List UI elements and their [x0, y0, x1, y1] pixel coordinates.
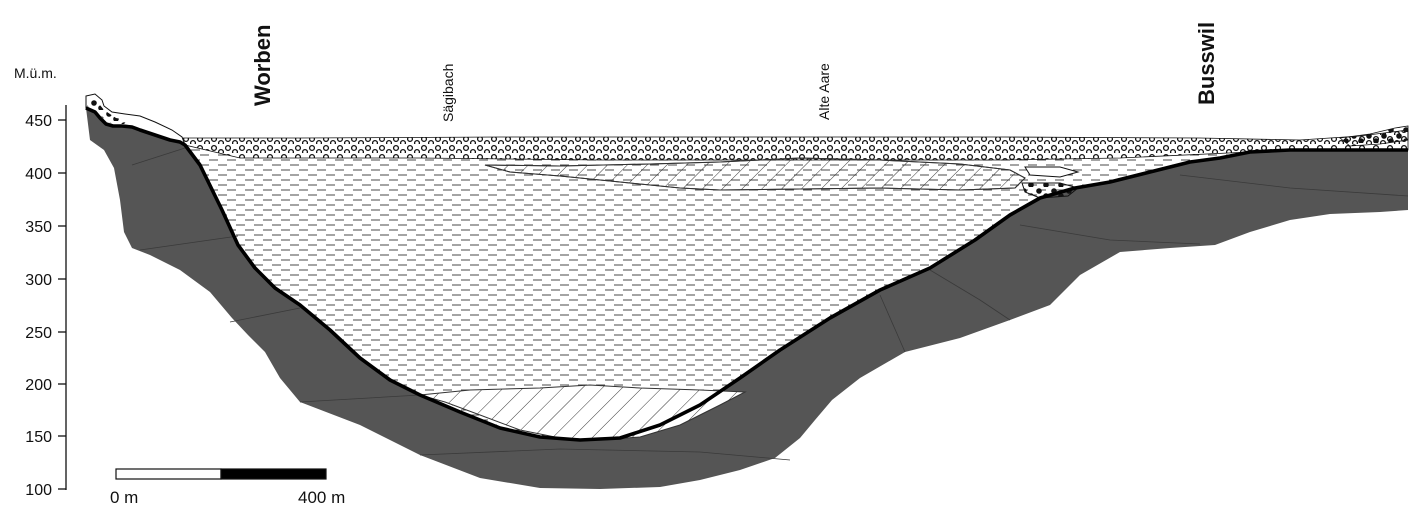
scale-bar — [115, 468, 327, 480]
y-tick-label: 300 — [25, 272, 52, 289]
y-tick-label: 400 — [25, 166, 52, 183]
bedrock-lines — [131, 147, 1409, 461]
y-tick-label: 350 — [25, 219, 52, 236]
scale-end-label: 400 m — [298, 488, 345, 507]
basin-boundary — [85, 106, 1408, 442]
stream-label-right: Alte Aare — [816, 63, 832, 120]
scale-start-label: 0 m — [110, 488, 138, 507]
stream-label-left: Sägibach — [440, 64, 456, 122]
y-tick-label: 100 — [25, 482, 52, 499]
y-tick-label: 450 — [25, 113, 52, 130]
upper-sand-lens-fill-bg — [484, 157, 1026, 191]
y-tick-label: 150 — [25, 429, 52, 446]
left-hilltop-dots — [87, 100, 128, 124]
coarse-gravel-lens — [1021, 182, 1080, 199]
lower-sand-wedge-hatch — [419, 384, 747, 441]
right-edge-cap — [1339, 125, 1409, 147]
small-lens-upper — [1024, 166, 1080, 178]
place-label-right: Busswil — [1194, 22, 1219, 105]
place-label-left: Worben — [250, 25, 275, 106]
lake-clay-fill-offset — [185, 145, 1250, 440]
y-tick-label: 250 — [25, 325, 52, 342]
axis-unit-label: M.ü.m. — [14, 65, 57, 81]
y-tick-label: 200 — [25, 377, 52, 394]
y-axis — [58, 105, 67, 490]
